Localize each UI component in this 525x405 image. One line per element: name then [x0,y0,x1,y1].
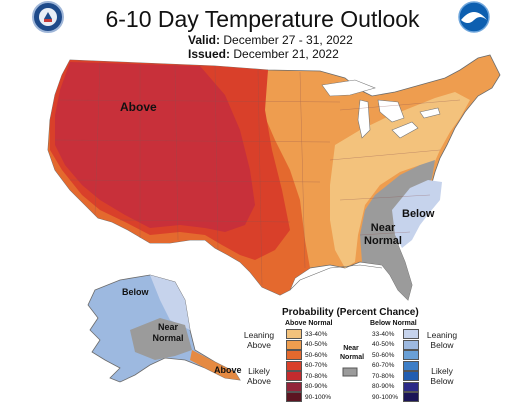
legend-range-label: 33-40% [305,330,328,338]
region-label-near-normal-alaska: Near Normal [152,322,184,343]
legend-above-row: 90-100% [286,392,331,402]
great-lakes [321,79,441,139]
legend-range-label: 50-60% [372,351,395,359]
legend-swatch [403,360,419,371]
region-label-below-alaska: Below [122,287,149,297]
legend-range-label: 80-90% [372,383,395,390]
legend-below-row: 70-80% [372,371,419,381]
region-label-below-southeast: Below [402,208,435,220]
legend-swatch [403,381,419,392]
legend-swatch [286,350,302,360]
legend-above-row: 80-90% [286,381,328,392]
gulf-coastline [289,264,383,291]
legend-swatch [403,392,419,402]
valid-label: Valid: [188,33,221,47]
state-boundaries [54,61,461,286]
legend-below-header: Below Normal [370,320,417,327]
legend-leaning-above: Leaning Above [243,330,275,350]
legend-below-row: 33-40% [372,329,419,339]
legend-below-row: 40-50% [372,339,419,350]
legend-above-row: 33-40% [286,329,327,339]
valid-value: December 27 - 31, 2022 [223,33,353,47]
legend-near-header: Near Normal [340,345,365,361]
legend-likely-below: Likely Below [430,366,454,386]
legend-range-label: 40-50% [305,341,328,348]
legend-swatch [403,329,419,339]
legend-swatch [286,360,302,371]
region-label-above-alaska: Above [214,365,242,375]
region-label-above-west: Above [120,100,157,114]
legend-below-row: 90-100% [372,392,419,402]
legend-above-row: 70-80% [286,371,327,381]
legend-below-row: 50-60% [372,350,419,360]
below-normal-carolinas [392,180,442,248]
legend-range-label: 90-100% [305,393,332,401]
issued-value: December 21, 2022 [233,47,339,61]
legend-swatch [286,392,302,402]
legend-above-row: 40-50% [286,339,328,350]
legend-below-row: 60-70% [372,360,419,371]
legend-range-label: 60-70% [305,362,328,369]
legend-swatch [403,350,419,360]
legend-swatch [286,339,302,350]
issued-date: Issued: December 21, 2022 [188,47,339,61]
legend-swatch [403,339,419,350]
legend-range-label: 90-100% [372,393,399,401]
legend-range-label: 70-80% [305,372,328,380]
page-title: 6-10 Day Temperature Outlook [105,6,420,32]
alaska [87,274,241,383]
legend-leaning-below: Leaning Below [426,330,458,350]
issued-label: Issued: [188,47,231,61]
legend-above-row: 60-70% [286,360,328,371]
above-33-40-band [330,92,470,268]
commerce-seal-icon [32,1,64,33]
noaa-logo-icon [458,1,490,33]
legend-range-label: 50-60% [305,351,328,359]
legend-swatch [286,329,302,339]
legend-range-label: 80-90% [305,383,328,390]
legend-range-label: 33-40% [372,330,395,338]
legend-title: Probability (Percent Chance) [282,307,419,318]
legend-above-row: 50-60% [286,350,327,360]
legend-range-label: 60-70% [372,362,395,369]
above-70-80-core [55,62,255,232]
legend-range-label: 70-80% [372,372,395,380]
legend-swatch [286,371,302,381]
legend-range-label: 40-50% [372,341,395,348]
region-label-near-normal-southeast: Near Normal [364,222,402,247]
valid-dates: Valid: December 27 - 31, 2022 [188,33,353,47]
legend-likely-above: Likely Above [246,366,272,386]
legend-swatch [286,381,302,392]
legend-below-row: 80-90% [372,381,419,392]
legend-above-header: Above Normal [285,320,333,327]
legend-swatch [403,371,419,381]
near-normal-swatch [342,367,358,377]
